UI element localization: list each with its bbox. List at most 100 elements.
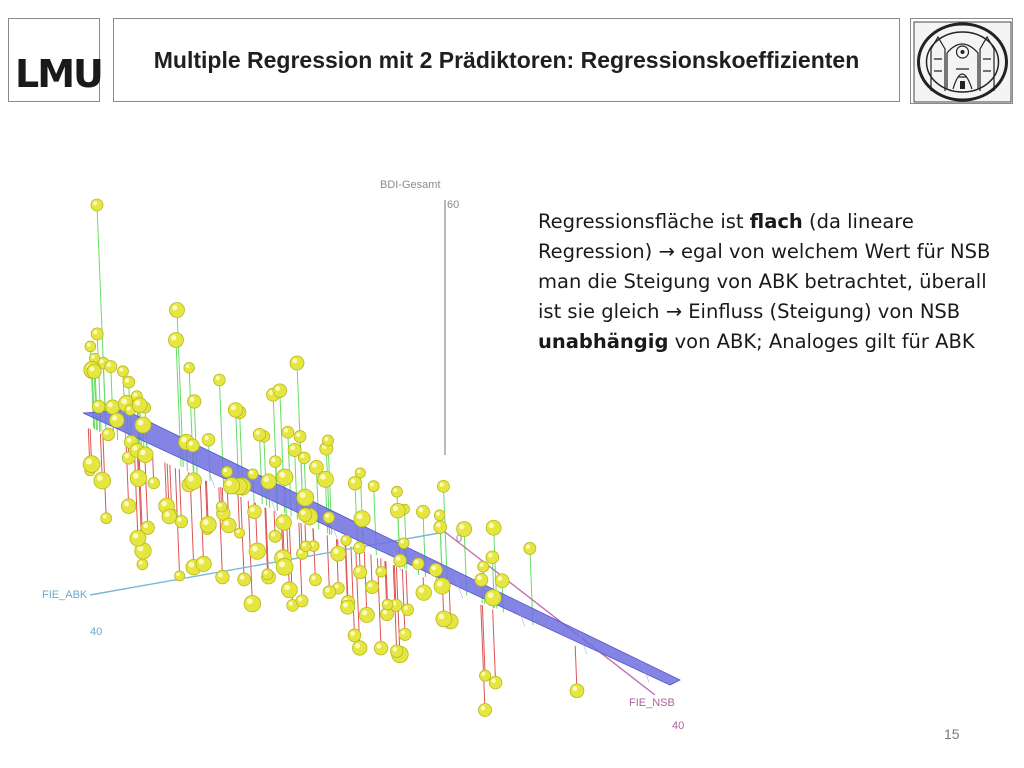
plane-grid-line xyxy=(640,660,650,683)
data-point-highlight xyxy=(572,686,578,692)
data-point-highlight xyxy=(271,457,276,462)
y-axis xyxy=(444,531,656,696)
data-point xyxy=(140,520,155,535)
residual-line xyxy=(480,604,486,711)
data-point xyxy=(243,594,261,613)
data-point xyxy=(297,507,313,522)
data-point-highlight xyxy=(268,390,274,396)
text-seg1: Regressionsfläche ist xyxy=(538,210,750,233)
data-point xyxy=(281,581,298,599)
data-point xyxy=(215,569,230,585)
data-point-highlight xyxy=(299,492,306,498)
data-point-highlight xyxy=(357,469,361,474)
origin-tick: 0 xyxy=(456,533,462,545)
data-point xyxy=(391,485,403,498)
data-point-highlight xyxy=(488,522,494,529)
data-point-highlight xyxy=(249,470,254,475)
data-point xyxy=(222,477,241,495)
data-point-highlight xyxy=(384,601,388,605)
data-point xyxy=(129,469,148,487)
data-point-highlight xyxy=(487,592,494,599)
data-point xyxy=(474,572,489,587)
data-point-highlight xyxy=(215,376,220,381)
residual-line xyxy=(405,570,409,610)
data-point-highlight xyxy=(171,335,177,341)
data-point xyxy=(353,510,371,528)
data-point xyxy=(340,534,352,546)
data-point xyxy=(122,375,136,389)
data-point-highlight xyxy=(187,475,194,482)
data-point-highlight xyxy=(133,392,138,397)
plane-grid-line xyxy=(516,605,526,627)
data-point-highlight xyxy=(488,553,493,558)
data-point-highlight xyxy=(150,479,155,484)
data-point-highlight xyxy=(124,453,130,459)
data-point-highlight xyxy=(188,562,195,568)
data-point xyxy=(352,640,368,656)
data-point-highlight xyxy=(290,445,295,451)
data-point-highlight xyxy=(288,601,293,606)
data-point-highlight xyxy=(172,305,178,311)
data-point-highlight xyxy=(218,572,223,578)
data-point-highlight xyxy=(164,511,170,517)
data-point-highlight xyxy=(356,513,363,520)
residual-line xyxy=(265,507,270,578)
data-point-highlight xyxy=(143,523,149,529)
data-point-highlight xyxy=(112,415,118,421)
data-point xyxy=(269,455,282,468)
data-point xyxy=(347,476,363,491)
data-point-highlight xyxy=(418,507,424,513)
plane-grid-line xyxy=(454,577,464,600)
data-point xyxy=(479,669,492,682)
data-point-highlight xyxy=(126,437,132,443)
data-point-highlight xyxy=(137,545,144,552)
data-point xyxy=(213,373,226,387)
data-point xyxy=(477,560,490,573)
residual-line xyxy=(96,204,107,432)
data-point-highlight xyxy=(99,359,104,364)
data-point-highlight xyxy=(298,596,303,602)
data-point-highlight xyxy=(367,582,373,588)
data-point xyxy=(105,399,121,415)
data-point-highlight xyxy=(137,419,144,426)
data-point-highlight xyxy=(296,432,301,437)
residual-lines xyxy=(87,204,578,711)
data-point-highlight xyxy=(325,587,330,593)
data-point xyxy=(248,542,266,560)
data-point-highlight xyxy=(324,436,329,441)
data-point-highlight xyxy=(132,445,138,451)
data-point-highlight xyxy=(370,482,374,487)
text-flach: flach xyxy=(749,210,803,233)
data-point xyxy=(428,563,443,577)
data-point xyxy=(84,340,97,353)
data-point-highlight xyxy=(246,598,253,605)
data-point-highlight xyxy=(350,631,355,636)
data-point-highlight xyxy=(355,544,360,549)
data-point-highlight xyxy=(311,575,316,580)
data-point-highlight xyxy=(414,560,419,565)
data-point-highlight xyxy=(403,605,408,611)
data-point xyxy=(184,472,202,490)
data-point xyxy=(237,572,251,587)
data-point-highlight xyxy=(400,539,404,544)
data-point-highlight xyxy=(325,513,330,518)
data-point-highlight xyxy=(250,507,255,513)
data-point-highlight xyxy=(300,510,306,516)
data-point xyxy=(201,433,216,447)
plane-grid-line xyxy=(206,466,216,489)
residual-line xyxy=(481,604,486,676)
residual-line xyxy=(385,561,389,605)
data-point xyxy=(415,584,432,601)
data-point-highlight xyxy=(264,570,268,575)
data-point xyxy=(297,451,311,465)
residual-line xyxy=(93,371,97,430)
data-point xyxy=(90,327,104,341)
data-point-highlight xyxy=(392,505,399,512)
data-point xyxy=(437,480,450,493)
data-point xyxy=(322,585,337,599)
arrow-right-icon: → xyxy=(658,240,675,263)
data-point-highlight xyxy=(479,563,484,567)
residual-line xyxy=(91,369,96,430)
data-point-highlight xyxy=(239,575,245,580)
data-point-highlight xyxy=(93,201,98,206)
